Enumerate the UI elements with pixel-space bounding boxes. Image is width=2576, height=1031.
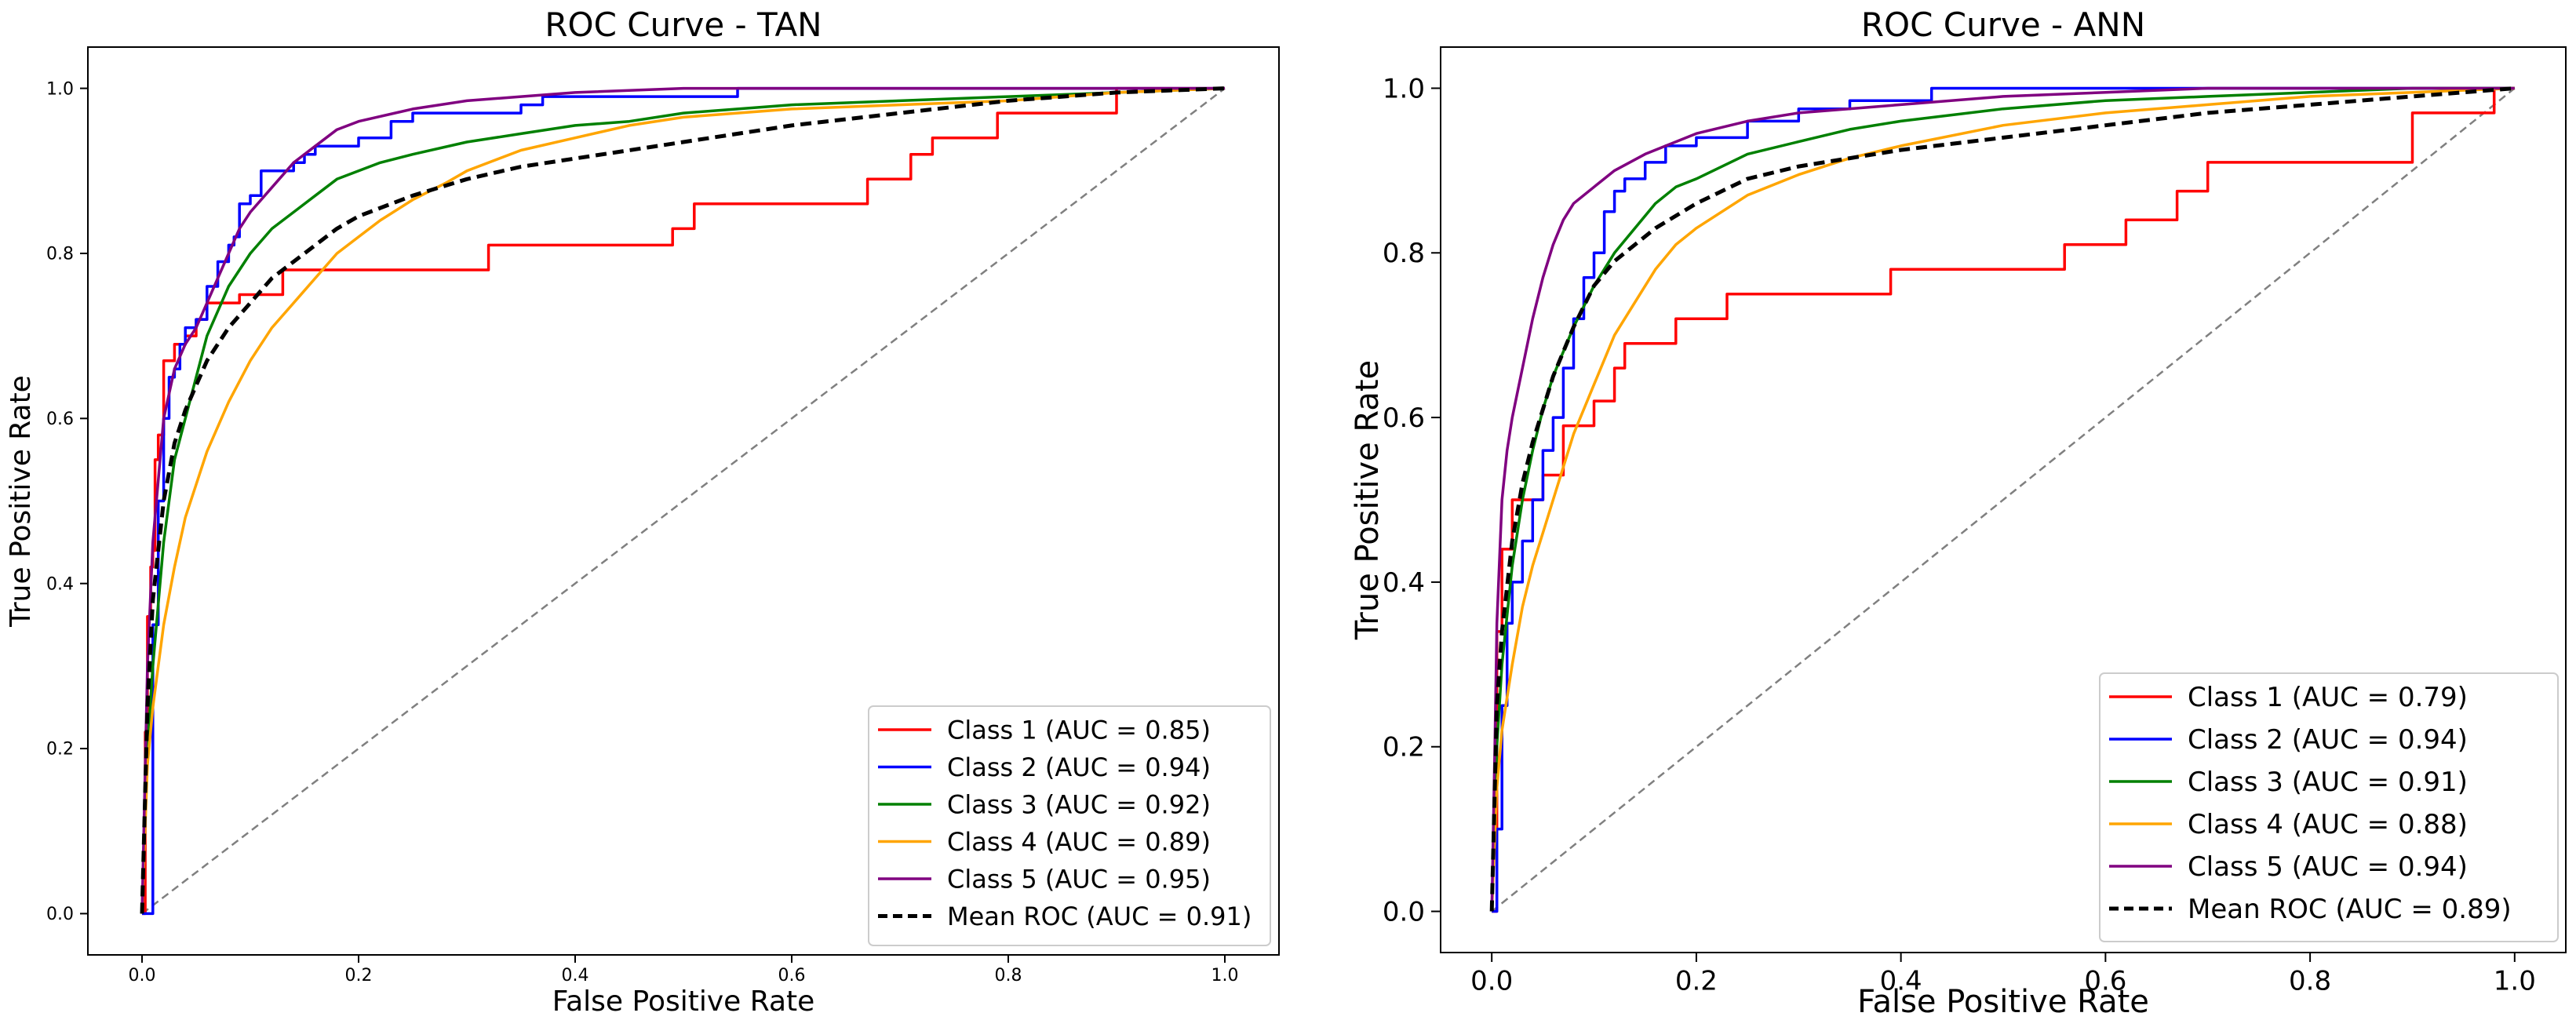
legend-label-4: Class 4 (AUC = 0.89) [947, 827, 1211, 857]
roc-series-line-3 [1490, 86, 2515, 912]
plot-area [140, 86, 1226, 916]
legend-label-5: Class 5 (AUC = 0.94) [2188, 851, 2468, 883]
y-tick-label: 0.4 [1383, 567, 1425, 599]
x-tick-label: 1.0 [2494, 966, 2536, 997]
axes-frame [1440, 46, 2567, 953]
x-axis-label: False Positive Rate [1857, 984, 2149, 1020]
x-tick-label: 0.6 [778, 966, 806, 985]
roc-series-line-2 [1492, 86, 2515, 913]
x-tick-label: 0.6 [2084, 966, 2126, 997]
y-axis-label: True Positive Rate [1350, 360, 1386, 640]
legend-label-3: Class 3 (AUC = 0.92) [947, 790, 1211, 820]
x-tick-label: 0.8 [995, 966, 1022, 985]
panel-ann: ROC Curve - ANN False Positive Rate True P… [1350, 5, 2567, 1020]
legend-label-1: Class 1 (AUC = 0.79) [2188, 682, 2468, 713]
y-tick-label: 0.6 [46, 410, 74, 429]
x-tick-label: 0.2 [1675, 966, 1718, 997]
y-tick-label: 0.8 [1383, 238, 1425, 269]
chart-title: ROC Curve - ANN [1861, 5, 2145, 44]
y-tick-label: 1.0 [46, 79, 74, 99]
roc-series-line-1 [1492, 86, 2515, 913]
panel-tan: ROC Curve - TAN False Positive Rate True P… [5, 5, 1280, 1018]
y-tick-label: 1.0 [1383, 73, 1425, 104]
roc-series-line-5 [140, 86, 1225, 914]
roc-series-line-5 [1490, 86, 2515, 912]
legend-label-2: Class 2 (AUC = 0.94) [2188, 724, 2468, 756]
roc-series-line-4 [1490, 86, 2515, 912]
legend-box [868, 705, 1271, 946]
x-tick-label: 0.0 [129, 966, 156, 985]
x-tick-label: 0.4 [562, 966, 589, 985]
y-tick-label: 0.6 [1383, 403, 1425, 434]
y-tick-label: 0.2 [46, 740, 74, 760]
y-tick-label: 0.0 [46, 905, 74, 924]
chance-diagonal-line [141, 87, 1226, 915]
y-tick-label: 0.4 [46, 574, 74, 594]
y-tick-label: 0.0 [1383, 896, 1425, 927]
plot-area [1489, 86, 2516, 913]
legend-label-6: Mean ROC (AUC = 0.91) [947, 902, 1252, 931]
chart-title: ROC Curve - TAN [545, 5, 822, 44]
chance-diagonal-line [1491, 87, 2516, 913]
legend: Class 1 (AUC = 0.79) Class 2 (AUC = 0.94)… [2099, 672, 2559, 942]
roc-series-line-4 [140, 86, 1226, 914]
roc-series-line-3 [140, 86, 1226, 914]
axes-frame [87, 46, 1280, 956]
roc-series-line-1 [142, 86, 1225, 916]
legend-label-5: Class 5 (AUC = 0.95) [947, 865, 1211, 894]
x-tick-label: 0.4 [1880, 966, 1922, 997]
roc-series-line-6 [140, 86, 1226, 914]
legend-label-1: Class 1 (AUC = 0.85) [947, 716, 1211, 745]
legend-label-4: Class 4 (AUC = 0.88) [2188, 809, 2468, 840]
legend-label-3: Class 3 (AUC = 0.91) [2188, 767, 2468, 798]
x-tick-label: 0.0 [1470, 966, 1513, 997]
x-tick-label: 1.0 [1211, 966, 1239, 985]
x-tick-label: 0.8 [2289, 966, 2331, 997]
legend: Class 1 (AUC = 0.85) Class 2 (AUC = 0.94)… [868, 705, 1271, 946]
y-tick-label: 0.8 [46, 245, 74, 264]
y-tick-label: 0.2 [1383, 732, 1425, 763]
legend-box [2099, 672, 2559, 942]
legend-label-6: Mean ROC (AUC = 0.89) [2188, 894, 2512, 925]
x-tick-label: 0.2 [345, 966, 373, 985]
x-axis-label: False Positive Rate [552, 985, 815, 1018]
y-axis-label: True Positive Rate [5, 375, 37, 628]
legend-label-2: Class 2 (AUC = 0.94) [947, 752, 1211, 782]
roc-series-line-6 [1489, 86, 2515, 912]
